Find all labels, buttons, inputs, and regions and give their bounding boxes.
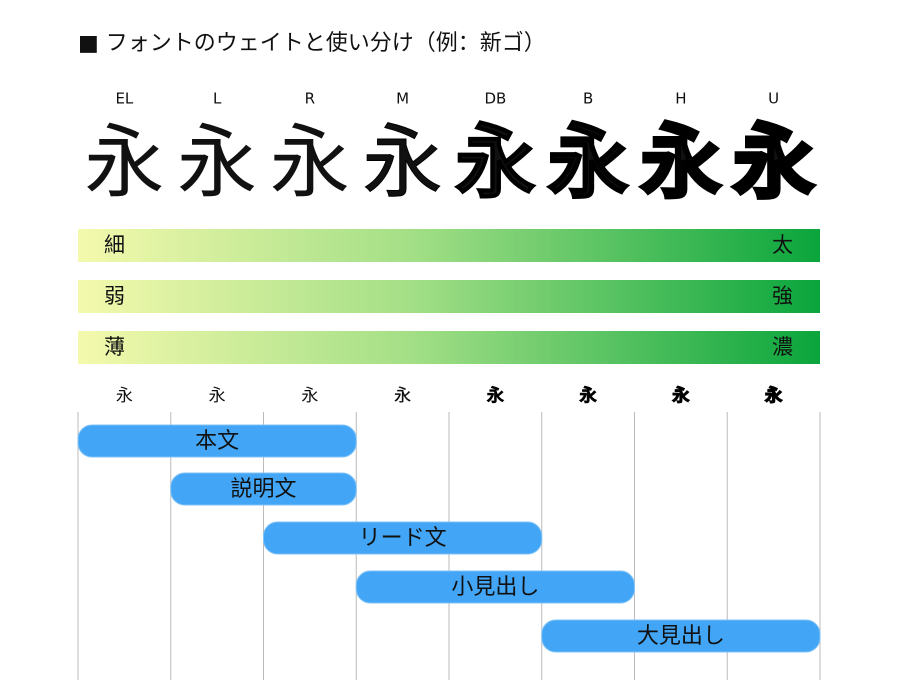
weight-code: L bbox=[213, 90, 222, 108]
weight-glyph-small: 永 bbox=[209, 386, 226, 406]
weight-code: DB bbox=[484, 90, 506, 108]
usage-bar bbox=[355, 570, 635, 604]
weight-glyph-small: 永 bbox=[764, 385, 782, 406]
usage-label: 本文 bbox=[195, 429, 239, 454]
weight-glyph-small: 永 bbox=[671, 385, 689, 406]
weight-glyph: 永 bbox=[641, 116, 721, 209]
weight-glyph: 永 bbox=[270, 116, 350, 209]
scale-right: 濃 bbox=[772, 335, 793, 359]
weight-code: H bbox=[675, 90, 686, 108]
weight-glyph-small: 永 bbox=[486, 385, 504, 406]
scale-left: 薄 bbox=[104, 335, 125, 359]
weight-code: B bbox=[583, 90, 593, 108]
usage-bar bbox=[541, 619, 821, 653]
weight-code: U bbox=[768, 90, 779, 108]
weight-glyph-small: 永 bbox=[579, 385, 597, 406]
weight-glyph-small: 永 bbox=[394, 386, 411, 406]
weight-code: EL bbox=[115, 90, 133, 108]
weight-glyph-small: 永 bbox=[301, 386, 318, 406]
weight-glyph: 永 bbox=[455, 116, 535, 209]
weight-code: M bbox=[396, 90, 409, 108]
weight-code: R bbox=[305, 90, 315, 108]
usage-label: 説明文 bbox=[230, 477, 296, 502]
scale-bar bbox=[78, 331, 820, 364]
scale-right: 太 bbox=[772, 233, 793, 257]
scale-bar bbox=[78, 280, 820, 313]
weight-glyph: 永 bbox=[548, 116, 628, 209]
scale-left: 弱 bbox=[104, 284, 125, 308]
scale-bar bbox=[78, 229, 820, 262]
usage-bar bbox=[77, 424, 357, 458]
weight-glyph: 永 bbox=[84, 116, 164, 209]
usage-bar bbox=[170, 472, 357, 506]
weight-glyph: 永 bbox=[177, 116, 257, 209]
usage-bar bbox=[263, 521, 543, 555]
weight-glyph: 永 bbox=[734, 116, 814, 209]
weight-glyph-small: 永 bbox=[116, 386, 133, 406]
scale-left: 細 bbox=[104, 233, 125, 257]
title: ■ フォントのウェイトと使い分け（例：新ゴ） bbox=[78, 31, 546, 56]
weight-glyph: 永 bbox=[363, 116, 443, 209]
usage-label: リード文 bbox=[359, 526, 447, 551]
usage-label: 小見出し bbox=[451, 575, 539, 600]
usage-label: 大見出し bbox=[637, 624, 725, 649]
scale-right: 強 bbox=[772, 284, 793, 308]
